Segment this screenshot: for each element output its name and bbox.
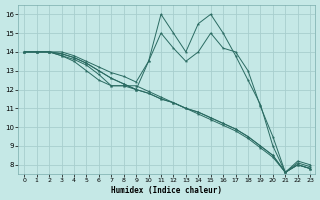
X-axis label: Humidex (Indice chaleur): Humidex (Indice chaleur) <box>111 186 222 195</box>
